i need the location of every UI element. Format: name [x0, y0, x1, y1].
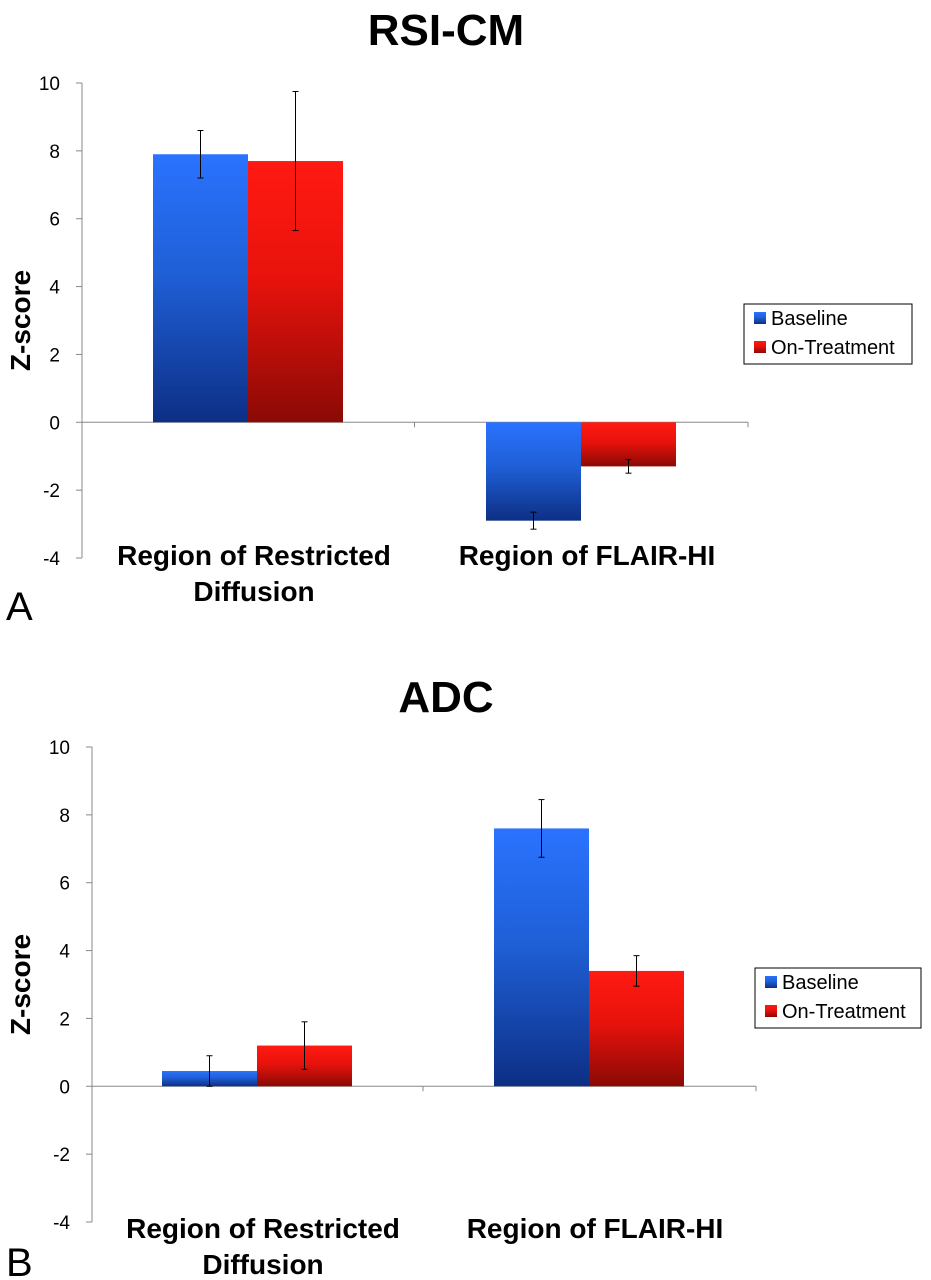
y-tick-label: 0	[49, 413, 60, 434]
bar-baseline-1	[486, 422, 581, 521]
legend-label: On-Treatment	[771, 337, 895, 359]
category-label: Region of Restricted	[126, 1213, 400, 1244]
y-tick-label: 6	[49, 210, 60, 231]
y-tick-label: -4	[43, 549, 60, 570]
chart-title: RSI-CM	[368, 6, 524, 55]
panel-label: A	[6, 585, 33, 629]
y-tick-label: 10	[39, 74, 60, 95]
bar-baseline-1	[494, 828, 589, 1087]
bar-on-treatment-1	[581, 422, 676, 467]
legend-swatch	[765, 1005, 777, 1017]
y-tick-label: 4	[59, 942, 70, 963]
chart-a-svg: RSI-CM Z-score -4 -2 0 2 4 6 8 10 Region of Restri…	[5, 6, 913, 629]
y-tick-label: 2	[59, 1009, 70, 1030]
legend-box	[743, 303, 913, 365]
chart-panel-b: ADC Z-score -4 -2 0 2 4 6 8 10 Region of Restricte…	[0, 640, 931, 1280]
y-tick-label: 0	[59, 1077, 70, 1098]
panel-label: B	[6, 1241, 33, 1280]
y-axis-label: Z-score	[5, 934, 36, 1035]
y-tick-label: 8	[59, 806, 70, 827]
chart-panel-a: RSI-CM Z-score -4 -2 0 2 4 6 8 10 Region of Restri…	[5, 6, 913, 629]
y-tick-label: -4	[53, 1213, 70, 1234]
legend-swatch	[754, 312, 766, 324]
category-label: Diffusion	[202, 1249, 323, 1280]
bar-baseline-0	[153, 154, 248, 423]
legend-swatch	[765, 976, 777, 988]
legend-label: On-Treatment	[782, 1001, 906, 1023]
legend-label: Baseline	[771, 308, 848, 330]
category-label: Region of FLAIR-HI	[459, 540, 716, 571]
y-tick-label: 10	[49, 738, 70, 759]
legend-swatch	[754, 341, 766, 353]
category-label: Diffusion	[193, 576, 314, 607]
y-tick-label: 6	[59, 874, 70, 895]
y-tick-label: 4	[49, 278, 60, 299]
y-axis-label: Z-score	[5, 270, 36, 371]
chart-b-svg: ADC Z-score -4 -2 0 2 4 6 8 10 Region of Restricte…	[5, 673, 922, 1280]
y-tick-label: -2	[53, 1145, 70, 1166]
category-label: Region of FLAIR-HI	[467, 1213, 724, 1244]
y-tick-label: -2	[43, 481, 60, 502]
category-label: Region of Restricted	[117, 540, 391, 571]
chart-title: ADC	[398, 673, 493, 722]
legend-label: Baseline	[782, 972, 859, 994]
bar-on-treatment-1	[589, 970, 684, 1087]
y-tick-label: 8	[49, 142, 60, 163]
legend-box	[754, 967, 922, 1029]
y-tick-label: 2	[49, 345, 60, 366]
